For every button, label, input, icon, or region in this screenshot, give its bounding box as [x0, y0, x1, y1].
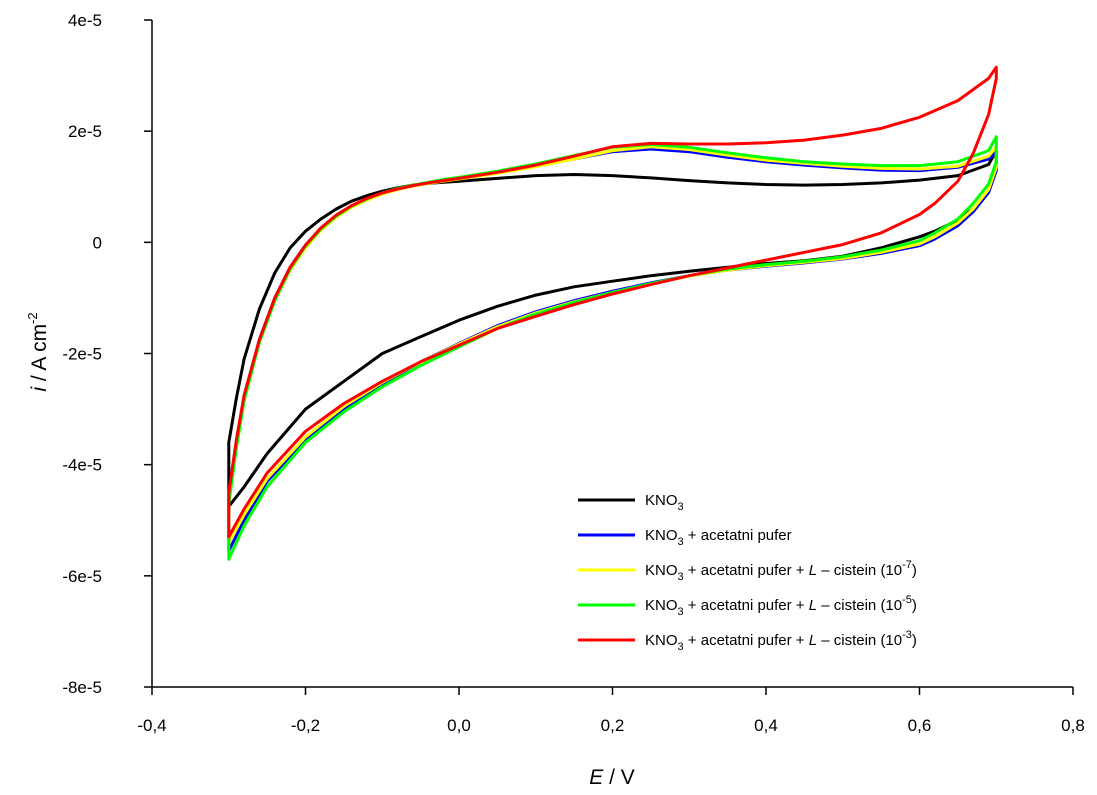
x-tick-label: -0,2 — [291, 716, 320, 735]
y-tick-label: -4e-5 — [62, 456, 102, 475]
y-tick-label: 4e-5 — [68, 11, 102, 30]
y-tick-label: 2e-5 — [68, 122, 102, 141]
y-tick-label: -2e-5 — [62, 345, 102, 364]
x-tick-label: 0,4 — [754, 716, 778, 735]
legend-label-1: KNO3 — [645, 492, 684, 513]
x-tick-label: 0,6 — [908, 716, 932, 735]
x-tick-label: 0,8 — [1061, 716, 1085, 735]
x-tick-label: -0,4 — [137, 716, 166, 735]
series-line-5 — [227, 65, 998, 539]
plot-axes — [151, 20, 1073, 688]
x-tick-label: 0,2 — [601, 716, 625, 735]
data-series — [227, 65, 998, 561]
legend-label-2: KNO3 + acetatni pufer — [645, 527, 792, 548]
legend-label-4: KNO3 + acetatni pufer + L – cistein (10-… — [645, 594, 917, 618]
legend-label-3: KNO3 + acetatni pufer + L – cistein (10-… — [645, 559, 917, 583]
y-tick-label: -8e-5 — [62, 678, 102, 697]
y-ticks: 4e-5 2e-5 0 -2e-5 -4e-5 -6e-5 -8e-5 — [62, 11, 152, 697]
x-axis-title: E / V — [589, 766, 635, 789]
legend: KNO3 KNO3 + acetatni pufer KNO3 + acetatni… — [578, 492, 917, 653]
y-tick-label: 0 — [93, 233, 102, 252]
series-line-1 — [227, 149, 998, 508]
x-ticks: -0,4 -0,2 0,0 0,2 0,4 0,6 0,8 — [137, 687, 1085, 735]
y-tick-label: -6e-5 — [62, 567, 102, 586]
y-axis-title: i / A cm-2 — [25, 312, 51, 391]
series-line-4 — [227, 135, 998, 561]
x-tick-label: 0,0 — [447, 716, 471, 735]
legend-label-5: KNO3 + acetatni pufer + L – cistein (10-… — [645, 629, 917, 653]
